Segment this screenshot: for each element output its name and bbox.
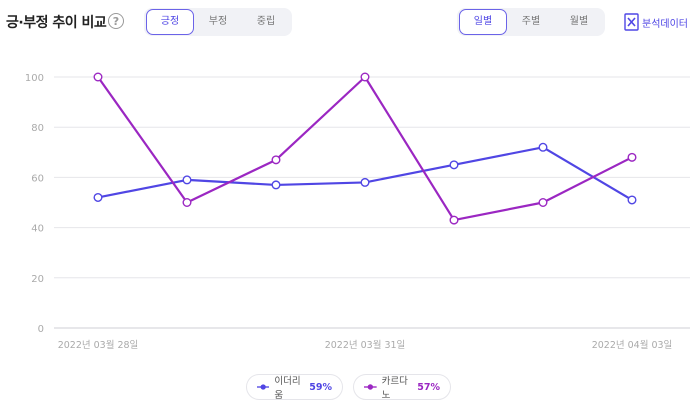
legend-percent: 59% (309, 381, 332, 393)
y-tick-label: 80 (31, 123, 44, 134)
tab-positive[interactable]: 긍정 (146, 9, 194, 35)
analysis-data-label: 분석데이터 (642, 18, 688, 30)
legend-marker-icon (364, 384, 377, 390)
data-point (182, 175, 192, 185)
tab-negative[interactable]: 부정 (208, 16, 228, 27)
data-point (538, 142, 548, 152)
series-line-1 (97, 146, 633, 201)
data-point (360, 177, 370, 187)
data-point (93, 192, 103, 202)
analysis-data-link[interactable]: 분석데이터 (624, 12, 688, 32)
series-line-2 (97, 75, 633, 222)
tab-monthly[interactable]: 월별 (569, 16, 589, 27)
x-tick-label: 2022년 04월 03일 (592, 339, 673, 351)
y-tick-label: 40 (31, 224, 44, 235)
legend-percent: 57% (417, 381, 440, 393)
legend-label: 카르다노 (381, 376, 408, 401)
y-tick-label: 60 (31, 173, 44, 184)
data-point (271, 180, 281, 190)
page-title: 긍·부정 추이 비교 (6, 15, 107, 31)
legend-item-series-b[interactable]: 카르다노 57% (353, 374, 451, 401)
y-tick-label: 20 (31, 274, 44, 285)
period-tabs: 일별 주별 월별 (457, 8, 605, 36)
x-tick-label: 2022년 03월 28일 (58, 339, 139, 351)
data-point (627, 152, 637, 162)
legend-item-series-a[interactable]: 이더리움 59% (246, 374, 343, 401)
legend-marker-icon (257, 384, 270, 390)
tab-daily[interactable]: 일별 (459, 9, 507, 35)
tab-weekly[interactable]: 주별 (521, 16, 541, 27)
legend-label: 이더리움 (274, 376, 301, 401)
y-tick-label: 0 (38, 324, 44, 335)
tab-neutral[interactable]: 중립 (256, 16, 276, 27)
y-tick-label: 100 (25, 73, 44, 84)
question-circle-icon[interactable]: ? (108, 13, 124, 29)
data-point (182, 197, 192, 207)
data-point (449, 160, 459, 170)
data-point (627, 195, 637, 205)
x-tick-label: 2022년 03월 31일 (325, 339, 406, 351)
data-point (538, 197, 548, 207)
data-point (449, 215, 459, 225)
data-point (360, 72, 370, 82)
sentiment-tabs: 긍정 부정 중립 (144, 8, 292, 36)
excel-icon (624, 13, 639, 31)
data-point (271, 155, 281, 165)
data-point (93, 72, 103, 82)
